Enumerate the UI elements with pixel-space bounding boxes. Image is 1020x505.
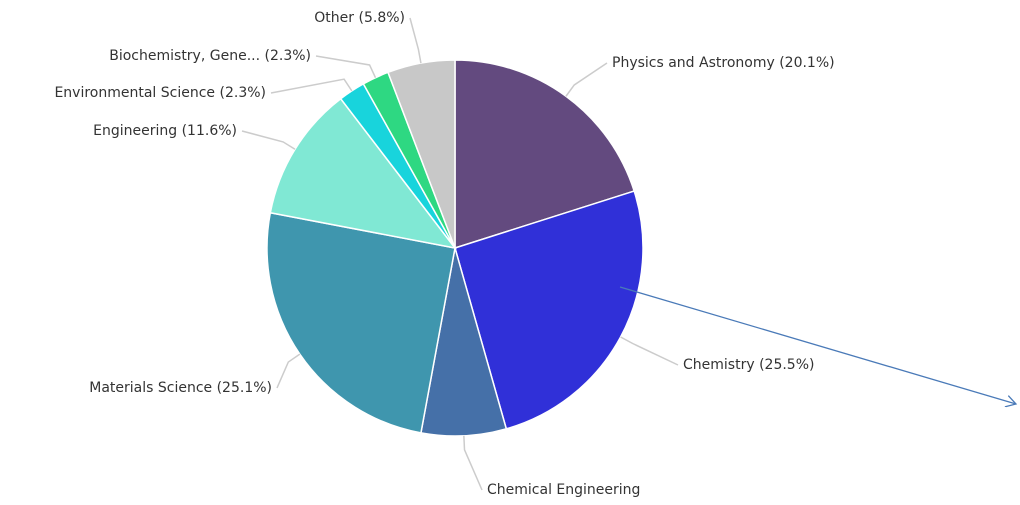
pie-slice bbox=[454, 190, 644, 430]
slice-label: Other (5.8%) bbox=[314, 10, 405, 26]
annotation-arrow bbox=[619, 286, 1016, 404]
value-label: (2.3%) bbox=[265, 48, 312, 64]
value-label: (25.1%) bbox=[217, 380, 272, 396]
slice-label: Materials Science (25.1%) bbox=[89, 380, 272, 396]
slice-label: Physics and Astronomy (20.1%) bbox=[612, 55, 835, 71]
pie-slice bbox=[387, 59, 456, 249]
leader-line bbox=[409, 17, 422, 64]
category-label: Chemical Engineering bbox=[487, 482, 640, 498]
pie-slice bbox=[266, 211, 456, 434]
slice-label: Environmental Science (2.3%) bbox=[54, 85, 266, 101]
value-label: (20.1%) bbox=[779, 55, 834, 71]
category-label: Engineering bbox=[93, 123, 177, 139]
slice-label: Chemistry (25.5%) bbox=[683, 357, 814, 373]
value-label: (11.6%) bbox=[182, 123, 237, 139]
category-label: Physics and Astronomy bbox=[612, 55, 775, 71]
value-label: (25.5%) bbox=[759, 357, 814, 373]
category-label: Biochemistry, Gene... bbox=[109, 48, 260, 64]
leader-line bbox=[270, 78, 353, 94]
category-label: Other bbox=[314, 10, 354, 26]
leader-line bbox=[620, 336, 679, 366]
leader-line bbox=[463, 435, 483, 491]
pie-slice bbox=[454, 59, 636, 250]
category-label: Materials Science bbox=[89, 380, 212, 396]
leader-line bbox=[315, 55, 377, 78]
category-label: Environmental Science bbox=[54, 85, 215, 101]
slice-label: Biochemistry, Gene... (2.3%) bbox=[109, 48, 311, 64]
value-label: (5.8%) bbox=[359, 10, 406, 26]
leader-line bbox=[565, 62, 608, 97]
slice-label: Engineering (11.6%) bbox=[93, 123, 237, 139]
value-label: (2.3%) bbox=[220, 85, 267, 101]
pie: Physics and Astronomy (20.1%) Chemistry (… bbox=[54, 10, 834, 498]
slice-label: Chemical Engineering bbox=[487, 482, 640, 498]
leader-line bbox=[276, 353, 301, 389]
leader-line bbox=[241, 130, 296, 150]
category-label: Chemistry bbox=[683, 357, 755, 373]
